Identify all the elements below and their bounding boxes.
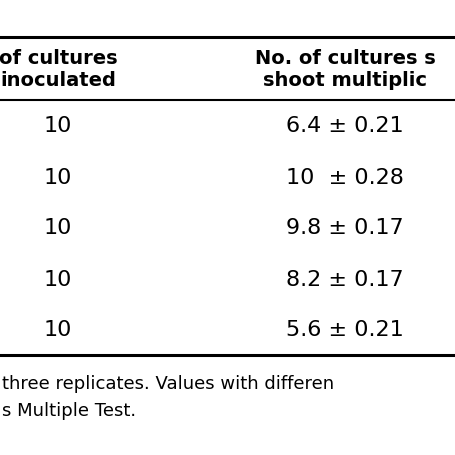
- Text: three replicates. Values with differen: three replicates. Values with differen: [2, 374, 334, 392]
- Text: 6.4 ± 0.21: 6.4 ± 0.21: [286, 116, 403, 136]
- Text: 10  ± 0.28: 10 ± 0.28: [285, 167, 403, 187]
- Text: of cultures
inoculated: of cultures inoculated: [0, 49, 117, 90]
- Text: 9.8 ± 0.17: 9.8 ± 0.17: [286, 218, 403, 238]
- Text: 10: 10: [44, 167, 72, 187]
- Text: s Multiple Test.: s Multiple Test.: [2, 401, 136, 419]
- Text: 10: 10: [44, 116, 72, 136]
- Text: 10: 10: [44, 320, 72, 340]
- Text: 10: 10: [44, 218, 72, 238]
- Text: 8.2 ± 0.17: 8.2 ± 0.17: [286, 269, 403, 289]
- Text: No. of cultures s
shoot multiplic: No. of cultures s shoot multiplic: [254, 49, 435, 90]
- Text: 5.6 ± 0.21: 5.6 ± 0.21: [285, 320, 403, 340]
- Text: 10: 10: [44, 269, 72, 289]
